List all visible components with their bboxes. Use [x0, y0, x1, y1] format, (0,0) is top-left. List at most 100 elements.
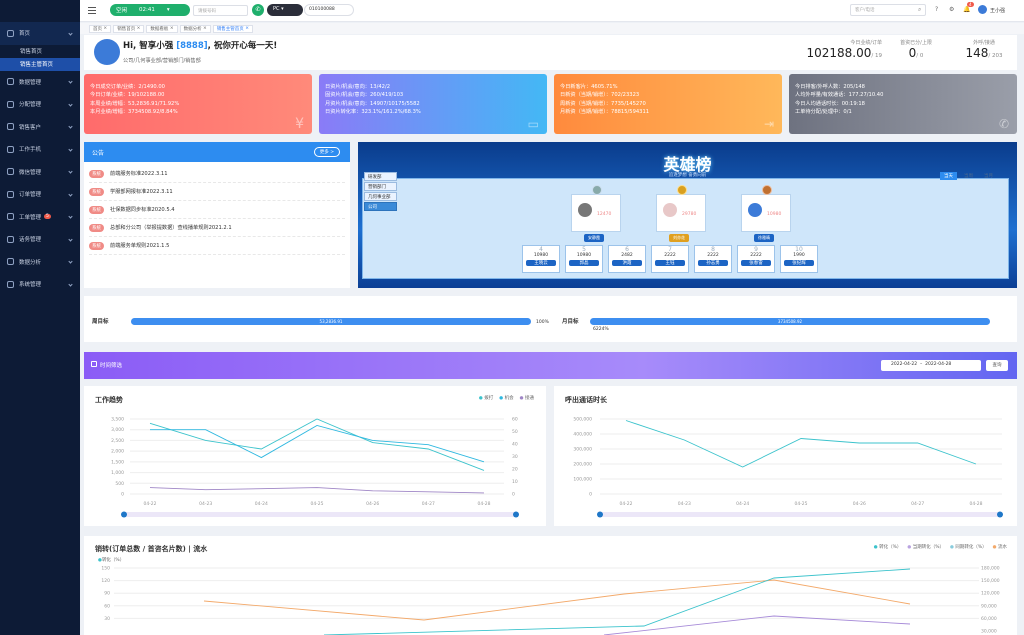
sidebar-item-wechat[interactable]: 微信管理 — [0, 161, 80, 184]
chevron-icon — [68, 102, 73, 107]
notice-card: 公告 更多 > 系统 前端服务标准2022.3.11 系统 学服部网报标准2022.3… — [84, 142, 350, 288]
notice-item[interactable]: 系统 前端服务标准2022.3.11 — [89, 165, 345, 183]
query-button[interactable]: 查询 — [986, 360, 1008, 371]
notice-item[interactable]: 系统 总部和分公司（举报提数据）查线播单规则2021.2.1 — [89, 219, 345, 237]
y2-tick-label: 0 — [512, 492, 515, 498]
sidebar-item-data[interactable]: 数据管理 — [0, 71, 80, 94]
rank-score: 1990 — [793, 253, 805, 258]
y-tick-label: 120 — [101, 578, 110, 584]
period-week[interactable]: 当周 — [964, 174, 973, 179]
notice-item[interactable]: 系统 前端服务单规则2021.1.5 — [89, 237, 345, 255]
series-line-1 — [150, 424, 485, 463]
sidebar-item-calls[interactable]: 话务管理 — [0, 228, 80, 251]
week-goal-track: 53,2836.91 — [131, 318, 531, 325]
avatar[interactable] — [978, 5, 987, 14]
zoom-handle-left — [121, 511, 127, 518]
zoom-slider — [600, 512, 1000, 517]
settings-icon[interactable]: ⚙ — [949, 6, 955, 13]
x-tick-label: 04-25 — [310, 501, 323, 507]
sidebar-item-home[interactable]: 首页 — [0, 22, 80, 45]
stat-card-calls: 今日排客/外呼人数：205/148 人均外呼量/有效通话：177.27/10.40… — [789, 74, 1017, 134]
dial-button[interactable]: ✆ — [252, 4, 264, 16]
bell-icon[interactable]: 🔔 — [963, 6, 971, 13]
chevron-down-icon: ▾ — [166, 7, 170, 13]
series-line-0 — [149, 418, 485, 471]
y2-tick-label: 30 — [512, 454, 518, 460]
y2-tick-label: 120,000 — [981, 591, 1000, 597]
tab-sales-manager[interactable]: 销售主管首页 × — [212, 24, 254, 33]
sidebar-sub-sales-home[interactable]: 销售首页 — [20, 49, 43, 55]
tab-analysis[interactable]: 数据分析 × — [179, 24, 211, 33]
help-icon[interactable]: ? — [935, 6, 939, 13]
legend-item: ● 同期转化（%） — [950, 545, 987, 550]
extension-select[interactable]: 010100088 — [304, 4, 354, 16]
date-range-picker[interactable]: 2022-04-22 – 2022-04-28 — [881, 360, 981, 371]
sidebar-item-analysis[interactable]: 数据分析 — [0, 251, 80, 274]
sidebar-sub-sales-manager-home[interactable]: 销售主管首页 — [0, 57, 80, 71]
x-tick-label: 04-25 — [794, 501, 807, 507]
home-icon — [7, 29, 14, 37]
legend-item: ● 流水 — [992, 545, 1007, 550]
sidebar-item-phone[interactable]: 工作手机 — [0, 138, 80, 161]
tab-home[interactable]: 首页 × — [89, 24, 112, 33]
y-tick-label: 1,500 — [111, 459, 124, 465]
week-goal-label: 周目标 — [92, 319, 109, 325]
message-icon: ▭ — [527, 116, 539, 131]
chart-title: 呼出通话时长 — [565, 396, 607, 404]
rank-name: 郭晶 — [569, 260, 599, 266]
search-icon[interactable]: ⌕ — [918, 6, 922, 13]
period-month[interactable]: 当月 — [984, 174, 993, 179]
assign-icon — [7, 100, 14, 108]
tab-sales-home[interactable]: 销售首页 × — [113, 24, 145, 33]
tab-dashboard[interactable]: 数据看板 × — [146, 24, 178, 33]
sidebar-item-orders[interactable]: 订单管理 — [0, 183, 80, 206]
notice-item[interactable]: 系统 学服部网报标准2022.3.11 — [89, 183, 345, 201]
notice-more-button[interactable]: 更多 > — [313, 147, 340, 157]
data-icon — [7, 78, 14, 86]
tab-bar: 首页 × 销售首页 × 数据看板 × 数据分析 × 销售主管首页 × — [80, 23, 1024, 34]
rank-score: 2222 — [664, 253, 676, 258]
period-day[interactable]: 当天 — [940, 172, 957, 180]
y-tick-label: 0 — [589, 492, 592, 498]
kpi-calls: 外呼/接通 148/ 203 — [965, 40, 1003, 60]
sidebar-item-assign[interactable]: 分配管理 — [0, 93, 80, 116]
notice-item[interactable]: 系统 社保数据同步标准2020.5.4 — [89, 201, 345, 219]
y-tick-label: 300,000 — [573, 447, 592, 453]
hero-tab-company[interactable]: 公司 — [364, 202, 397, 211]
ticket-badge: 5 — [44, 214, 51, 220]
sidebar-item-customers[interactable]: 销售客户 — [0, 116, 80, 139]
agent-status-toggle[interactable]: 空闲 02:41 ▾ — [110, 4, 190, 16]
sidebar-item-tickets[interactable]: 工单管理 5 — [0, 206, 80, 229]
x-tick-label: 04-22 — [143, 501, 156, 507]
time-filter-bar: 时间筛选 2022-04-22 – 2022-04-28 查询 — [84, 352, 1017, 379]
hero-tab-marketing[interactable]: 营销部门 — [364, 182, 397, 191]
y-tick-label: 2,500 — [111, 438, 124, 444]
y-tick-label: 1,000 — [111, 470, 124, 476]
sidebar-item-system[interactable]: 系统管理 — [0, 273, 80, 296]
user-name[interactable]: 王小强 — [990, 8, 1006, 14]
series-line-flow — [203, 579, 911, 621]
hero-tab-dev[interactable]: 研发部 — [364, 172, 397, 181]
month-goal-track: 3734508.92 — [590, 318, 990, 325]
menu-toggle-icon[interactable] — [88, 7, 96, 14]
phone-icon — [7, 145, 14, 153]
search-input[interactable]: 客户/电话 — [850, 4, 926, 16]
rank-number: 6 — [625, 246, 629, 253]
device-select[interactable]: PC ▾ — [267, 4, 303, 16]
sidebar: 首页 销售首页 销售主管首页 数据管理 分配管理 销售客户 工作手机 微信管理 … — [0, 0, 80, 635]
month-goal-pct: 6224% — [593, 327, 609, 332]
kpi-performance: 今日业绩/订单 102188.00/ 19 — [806, 40, 882, 60]
x-tick-label: 04-23 — [678, 501, 691, 507]
podium-1: 29780 刘亦花 — [656, 194, 706, 242]
legend-item: ● 拨打 — [478, 396, 494, 401]
stat-card-newclients: 今日新客片：4605.71% 日新资（当期/销增）：702/23323 周新资（当期… — [554, 74, 782, 134]
hero-tab-division[interactable]: 几何事业部 — [364, 192, 397, 201]
chevron-icon — [68, 124, 73, 129]
dept-path: 公司/几何事业部/营销部门/销售部 — [123, 58, 201, 64]
time-filter-label: 时间筛选 — [100, 363, 123, 369]
phone-input[interactable]: 请拨号码 — [193, 5, 248, 16]
rank-number: 4 — [539, 246, 543, 253]
ticket-icon — [7, 213, 14, 221]
y2-tick-label: 60,000 — [981, 616, 997, 622]
week-goal-bar: 53,2836.91 — [131, 318, 531, 325]
